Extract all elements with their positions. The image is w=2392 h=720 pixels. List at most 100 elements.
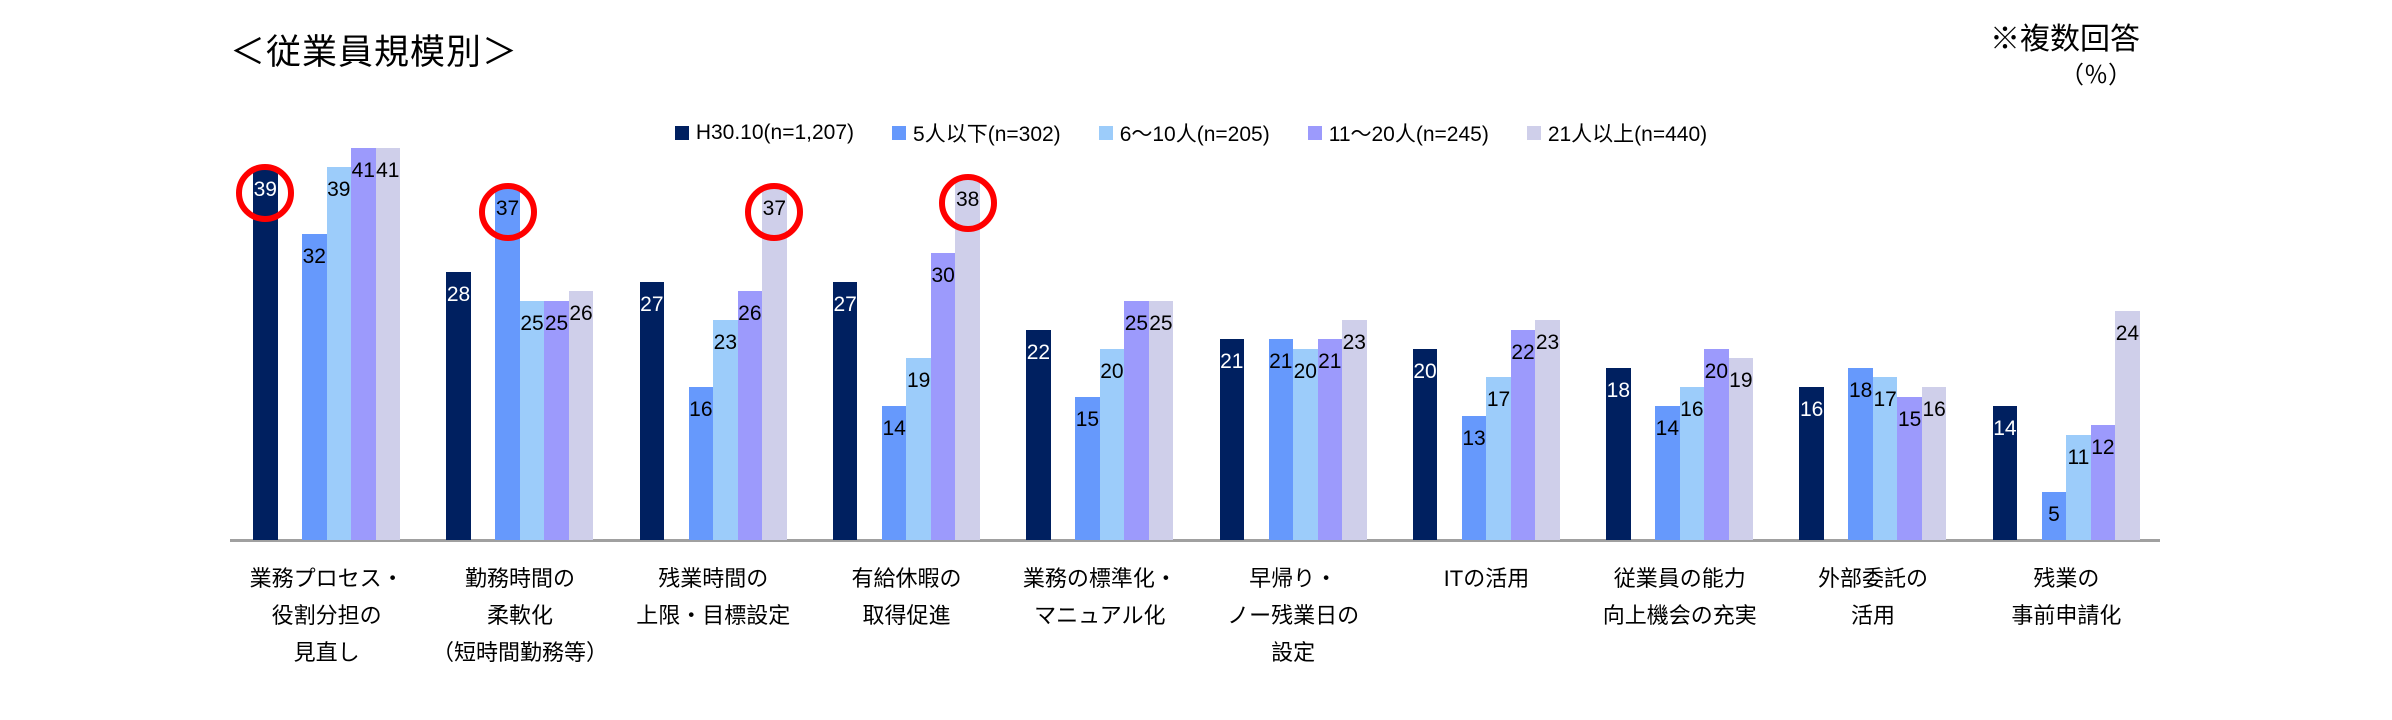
- bar: [568, 291, 594, 540]
- category-label-line: 勤務時間の: [464, 566, 575, 591]
- legend-swatch: [1098, 126, 1113, 140]
- bar-value-label: 23: [713, 331, 738, 354]
- bar-value-label: 30: [931, 264, 955, 287]
- highlight-circle: [478, 183, 537, 241]
- bar-value-label: 18: [1848, 379, 1873, 402]
- bar-value-label: 5: [2048, 503, 2060, 526]
- bar: [1897, 397, 1922, 540]
- category-label-line: 見直し: [293, 640, 360, 665]
- bar: [713, 320, 738, 540]
- bar-value-label: 15: [1897, 408, 1922, 431]
- category-label: 残業時間の 上限・目標設定: [617, 560, 810, 634]
- bar-value-label: 16: [1680, 398, 1704, 421]
- category-label-line: 役割分担の: [271, 603, 382, 628]
- legend-item: H30.10(n=1,207): [674, 121, 855, 145]
- bar-value-label: 27: [833, 293, 857, 316]
- category-label: 勤務時間の 柔軟化 （短時間勤務等）: [423, 560, 616, 671]
- bar: [1606, 368, 1631, 540]
- bar: [930, 253, 956, 540]
- category-label: 残業の 事前申請化: [1970, 560, 2163, 634]
- bar: [1317, 339, 1342, 540]
- highlight-circle: [938, 174, 997, 232]
- bar-value-label: 13: [1462, 427, 1486, 450]
- bar-value-label: 20: [1293, 360, 1317, 383]
- category-label-line: 有給休暇の: [851, 566, 962, 591]
- category-label-line: 残業の: [2033, 566, 2100, 591]
- bar: [1799, 387, 1824, 540]
- legend-item: 11～20人(n=245): [1307, 118, 1489, 148]
- bar: [2090, 425, 2116, 540]
- bar-value-label: 16: [1922, 398, 1946, 421]
- bar: [1921, 387, 1947, 540]
- bar-value-label: 28: [446, 283, 471, 306]
- bar-value-label: 25: [1149, 312, 1173, 335]
- note-multiple-answers: ※複数回答: [1990, 23, 2140, 56]
- bar-value-label: 25: [1124, 312, 1149, 335]
- bar-value-label: 23: [1342, 331, 1366, 354]
- category-label-line: 業務の標準化・: [1022, 566, 1177, 591]
- category-label: 早帰り・ ノー残業日の 設定: [1197, 560, 1390, 671]
- bar-value-label: 16: [1799, 398, 1824, 421]
- bar: [832, 282, 858, 540]
- bar: [1486, 377, 1511, 540]
- category-label-line: 取得促進: [862, 603, 951, 628]
- x-axis-line: [230, 539, 2160, 542]
- bar: [1992, 406, 2018, 540]
- bar-value-label: 19: [906, 369, 931, 392]
- category-label-line: 向上機会の充実: [1602, 603, 1757, 628]
- category-label: 有給休暇の 取得促進: [810, 560, 1003, 634]
- category-label-line: ITの活用: [1443, 566, 1530, 591]
- bar-value-label: 24: [2115, 322, 2140, 345]
- chart-legend: H30.10(n=1,207) 5人以下(n=302) 6～10人(n=205) 11…: [222, 118, 2160, 148]
- bar: [1461, 416, 1487, 540]
- bar-value-label: 39: [327, 178, 351, 201]
- bar: [1124, 301, 1149, 540]
- bar: [544, 301, 569, 540]
- category-label: 業務の標準化・ マニュアル化: [1003, 560, 1196, 634]
- legend-label: H30.10(n=1,207): [695, 121, 855, 144]
- bar: [519, 301, 545, 540]
- bar-value-label: 41: [351, 159, 375, 182]
- bar: [2115, 311, 2140, 540]
- category-label-line: マニュアル化: [1034, 603, 1166, 628]
- legend-item: 6～10人(n=205): [1098, 118, 1270, 148]
- bar: [253, 167, 278, 540]
- category-label-line: 従業員の能力: [1613, 566, 1746, 591]
- bar: [1412, 349, 1438, 540]
- bar-value-label: 15: [1075, 408, 1100, 431]
- bar-value-label: 20: [1704, 360, 1729, 383]
- bar-value-label: 27: [640, 293, 664, 316]
- category-label-line: 事前申請化: [2011, 603, 2122, 628]
- bar-value-label: 20: [1100, 360, 1124, 383]
- legend-swatch: [674, 126, 689, 140]
- bar-value-label: 19: [1729, 369, 1753, 392]
- bar-value-label: 32: [302, 245, 326, 268]
- bar-value-label: 18: [1606, 379, 1631, 402]
- category-label-line: ノー残業日の: [1227, 603, 1360, 628]
- bar: [1075, 397, 1100, 540]
- bar: [351, 148, 376, 540]
- bar: [688, 387, 714, 540]
- bar-value-label: 17: [1873, 388, 1897, 411]
- bar-value-label: 41: [376, 159, 400, 182]
- bar-value-label: 22: [1511, 341, 1535, 364]
- category-label-line: （短時間勤務等）: [431, 640, 608, 665]
- category-label: 外部委託の 活用: [1776, 560, 1969, 634]
- category-label: ITの活用: [1390, 560, 1583, 597]
- legend-item: 21人以上(n=440): [1526, 118, 1708, 148]
- legend-item: 5人以下(n=302): [892, 118, 1061, 148]
- bar: [2066, 435, 2091, 540]
- legend-label: 5人以下(n=302): [913, 123, 1061, 146]
- bar-value-label: 22: [1026, 341, 1051, 364]
- chart-title: ＜従業員規模別＞: [230, 33, 519, 72]
- bar: [955, 177, 980, 540]
- bar: [881, 406, 907, 540]
- legend-label: 11～20人(n=245): [1328, 123, 1489, 146]
- category-label-line: 外部委託の: [1818, 566, 1929, 591]
- bar-value-label: 14: [882, 417, 906, 440]
- bar: [2041, 492, 2067, 540]
- category-label: 業務プロセス・ 役割分担の 見直し: [230, 560, 423, 671]
- legend-label: 21人以上(n=440): [1547, 123, 1708, 146]
- bar-value-label: 21: [1269, 350, 1293, 373]
- category-label-line: 活用: [1851, 603, 1896, 628]
